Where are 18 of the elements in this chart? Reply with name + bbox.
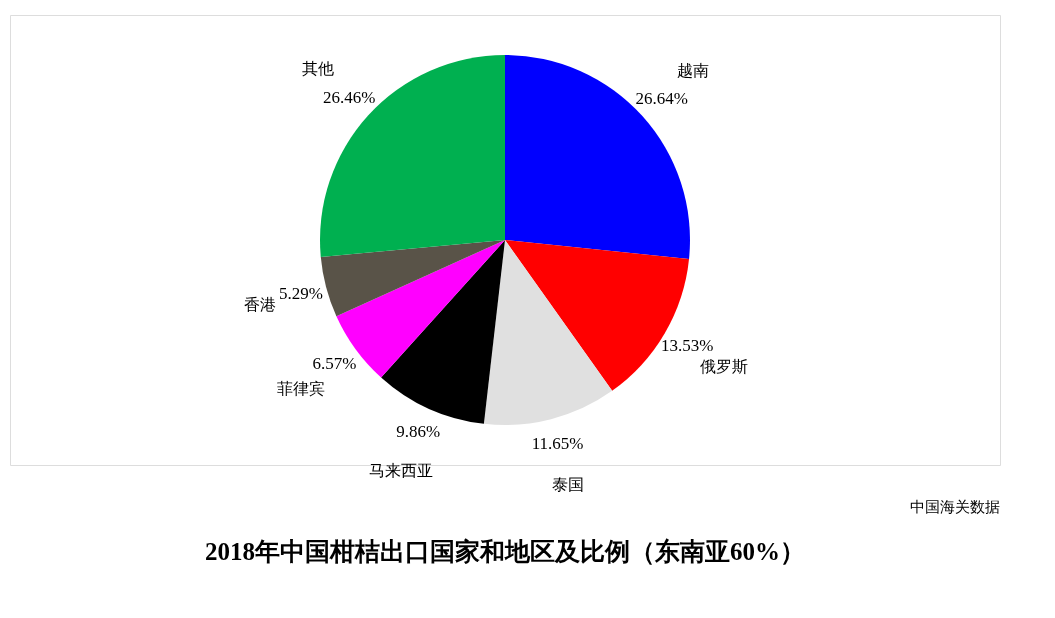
text: 中国海关数据 — [910, 499, 1000, 515]
slice-label: 越南 — [676, 61, 709, 79]
data-label: 5.29% — [279, 283, 323, 303]
data-label: 26.46% — [322, 87, 376, 107]
data-label: 9.86% — [396, 422, 441, 442]
slice-label: 香港 — [244, 295, 277, 313]
slice-label: 其他 — [302, 60, 335, 78]
pie-slice — [381, 240, 505, 424]
slice-label: 俄罗斯 — [699, 358, 748, 376]
slice-label: 马来西亚 — [368, 461, 433, 479]
text: 2018年中国柑桔出口国家和地区及比例（东南亚60%） — [205, 538, 805, 565]
data-label: 13.53% — [661, 336, 714, 356]
data-label: 11.65% — [531, 434, 584, 454]
slice-label: 菲律宾 — [276, 380, 325, 398]
slice-label: 泰国 — [552, 476, 584, 494]
data-label: 6.57% — [312, 354, 357, 374]
pie-slice — [483, 240, 613, 425]
data-label: 26.64% — [635, 88, 688, 108]
